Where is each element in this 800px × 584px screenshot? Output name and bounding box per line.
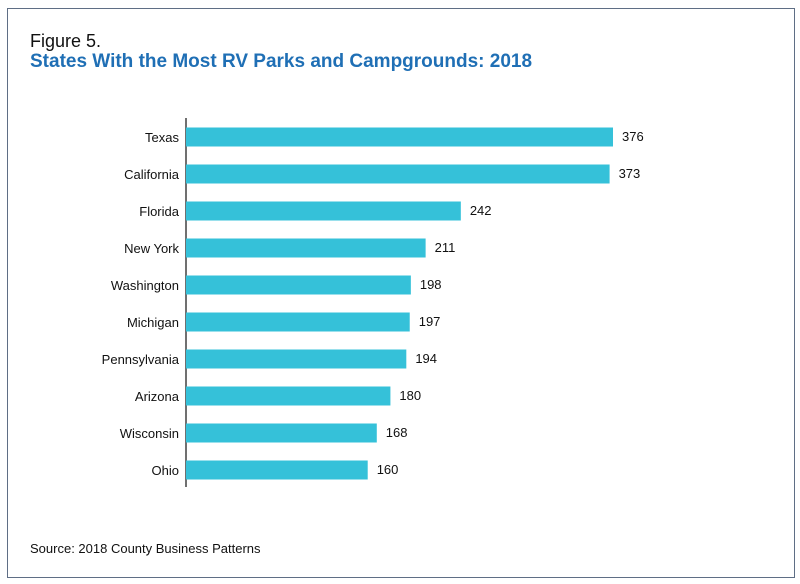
bar-texas [186,127,613,147]
category-label-michigan: Michigan [127,315,179,330]
value-label-arizona: 180 [399,388,421,403]
source-note: Source: 2018 County Business Patterns [30,541,261,556]
value-label-florida: 242 [470,203,492,218]
bar-wisconsin [186,423,377,443]
bars-layer [186,127,613,480]
value-label-texas: 376 [622,129,644,144]
value-labels-layer: 376 373 242 211 198 197 194 180 168 160 [377,129,644,477]
figure-label: Figure 5. [30,31,102,51]
category-label-pennsylvania: Pennsylvania [102,352,180,367]
bar-pennsylvania [186,349,407,369]
value-label-michigan: 197 [419,314,441,329]
bar-arizona [186,386,391,406]
category-label-ohio: Ohio [152,463,179,478]
value-label-wisconsin: 168 [386,425,408,440]
bar-washington [186,275,411,295]
category-label-california: California [124,167,180,182]
value-label-ohio: 160 [377,462,399,477]
category-label-washington: Washington [111,278,179,293]
category-label-florida: Florida [139,204,180,219]
category-label-texas: Texas [145,130,179,145]
value-label-new-york: 211 [435,240,456,255]
value-label-california: 373 [619,166,641,181]
value-label-washington: 198 [420,277,442,292]
value-label-pennsylvania: 194 [415,351,437,366]
bar-michigan [186,312,410,332]
category-label-arizona: Arizona [135,389,180,404]
bar-ohio [186,460,368,480]
bar-florida [186,201,461,221]
category-labels-layer: Texas California Florida New York Washington… [102,130,180,478]
category-label-wisconsin: Wisconsin [120,426,179,441]
bar-california [186,164,610,184]
bar-new-york [186,238,426,258]
category-label-new-york: New York [124,241,179,256]
chart-title: States With the Most RV Parks and Campgr… [30,51,533,72]
